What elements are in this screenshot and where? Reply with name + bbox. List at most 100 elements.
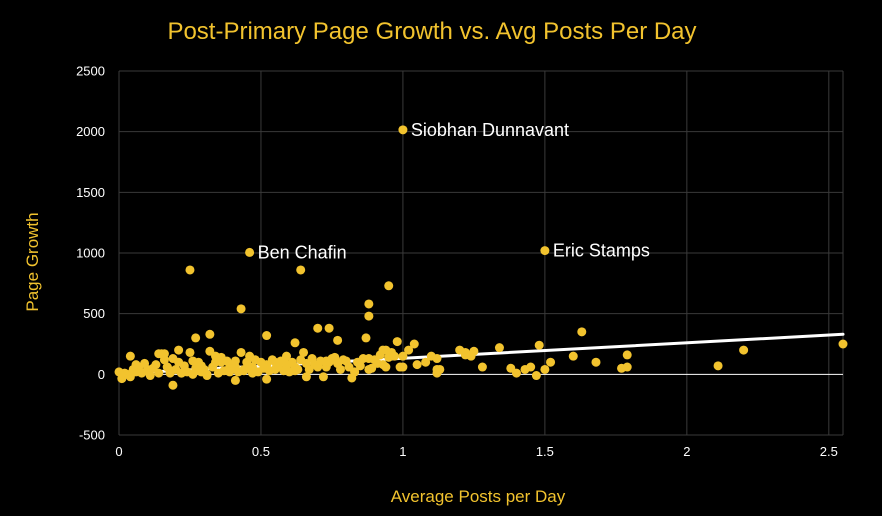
data-point — [577, 327, 587, 337]
data-point — [205, 329, 215, 339]
data-point — [421, 357, 431, 367]
data-point — [622, 362, 632, 372]
annotated-point — [540, 246, 550, 256]
data-point — [534, 340, 544, 350]
data-point — [176, 368, 186, 378]
data-point — [432, 368, 442, 378]
data-point — [477, 362, 487, 372]
y-tick-label: -500 — [79, 428, 105, 443]
data-point — [262, 374, 272, 384]
data-points — [114, 265, 848, 390]
x-tick-label: 0 — [115, 444, 122, 459]
data-point — [202, 371, 212, 381]
data-point — [364, 311, 374, 321]
data-point — [460, 347, 470, 357]
data-point — [526, 362, 536, 372]
data-point — [191, 333, 201, 343]
data-point — [398, 351, 408, 361]
data-point — [412, 360, 422, 370]
x-tick-label: 1.5 — [536, 444, 554, 459]
data-point — [125, 372, 135, 382]
data-point — [494, 343, 504, 353]
data-point — [404, 345, 414, 355]
data-point — [350, 367, 360, 377]
data-point — [174, 345, 184, 355]
y-tick-label: 1500 — [76, 185, 105, 200]
annotations: Siobhan Dunnavant Ben Chafin Eric Stamps — [245, 120, 650, 262]
data-point — [165, 368, 175, 378]
point-label: Eric Stamps — [553, 241, 650, 261]
data-point — [159, 349, 169, 359]
data-point — [333, 358, 343, 368]
data-point — [230, 356, 240, 366]
data-point — [230, 375, 240, 385]
data-point — [290, 338, 300, 348]
data-point — [168, 380, 178, 390]
data-point — [713, 361, 723, 371]
data-point — [154, 368, 164, 378]
chart-title: Post-Primary Page Growth vs. Avg Posts P… — [167, 18, 696, 45]
x-tick-label: 2 — [683, 444, 690, 459]
data-point — [290, 366, 300, 376]
data-point — [546, 357, 556, 367]
y-tick-label: 2500 — [76, 64, 105, 79]
y-tick-label: 2000 — [76, 124, 105, 139]
annotated-point — [245, 247, 255, 257]
data-point — [216, 352, 226, 362]
data-point — [469, 346, 479, 356]
x-axis-title: Average Posts per Day — [391, 487, 566, 506]
y-tick-label: 1000 — [76, 246, 105, 261]
data-point — [398, 362, 408, 372]
data-point — [196, 361, 206, 371]
data-point — [318, 372, 328, 382]
data-point — [313, 323, 323, 333]
data-point — [364, 354, 374, 364]
data-point — [531, 371, 541, 381]
data-point — [270, 357, 280, 367]
data-point — [236, 347, 246, 357]
data-point — [392, 337, 402, 347]
data-point — [739, 345, 749, 355]
point-label: Siobhan Dunnavant — [411, 120, 569, 140]
data-point — [378, 360, 388, 370]
data-point — [622, 350, 632, 360]
y-tick-label: 500 — [83, 306, 105, 321]
annotated-point — [398, 125, 408, 135]
data-point — [321, 356, 331, 366]
data-point — [540, 364, 550, 374]
y-axis-ticks: -500 0 500 1000 1500 2000 2500 — [76, 64, 105, 443]
data-point — [296, 265, 306, 275]
data-point — [301, 372, 311, 382]
data-point — [838, 339, 848, 349]
data-point — [355, 361, 365, 371]
data-point — [282, 361, 292, 371]
data-point — [236, 304, 246, 314]
data-point — [131, 360, 141, 370]
data-point — [188, 356, 198, 366]
y-tick-label: 0 — [98, 367, 105, 382]
data-point — [151, 360, 161, 370]
data-point — [142, 364, 152, 374]
data-point — [568, 351, 578, 361]
data-point — [185, 347, 195, 357]
data-point — [409, 339, 419, 349]
data-point — [381, 345, 391, 355]
data-point — [262, 331, 272, 341]
gridlines — [118, 70, 844, 436]
data-point — [511, 368, 521, 378]
data-point — [361, 333, 371, 343]
y-axis-title: Page Growth — [23, 212, 42, 311]
point-label: Ben Chafin — [258, 242, 347, 262]
data-point — [125, 351, 135, 361]
data-point — [384, 281, 394, 291]
x-tick-label: 2.5 — [820, 444, 838, 459]
x-axis-ticks: 0 0.5 1 1.5 2 2.5 — [115, 444, 837, 459]
data-point — [168, 354, 178, 364]
data-point — [333, 335, 343, 345]
data-point — [242, 363, 252, 373]
data-point — [364, 299, 374, 309]
data-point — [389, 351, 399, 361]
x-tick-label: 1 — [399, 444, 406, 459]
data-point — [591, 357, 601, 367]
